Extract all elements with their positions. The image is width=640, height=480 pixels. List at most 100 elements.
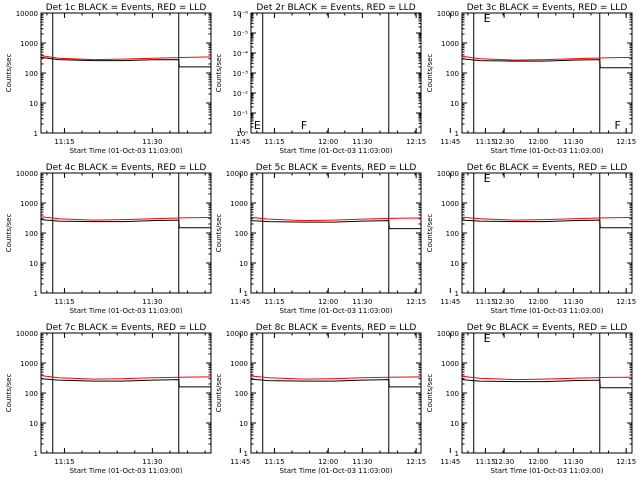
y-tick-label: 10⁻⁶	[233, 10, 249, 18]
chart-panel-3: Det 3c BLACK = Events, RED = LLD 1 10 100 10…	[426, 3, 633, 155]
x-tick-label: 12:30	[494, 458, 514, 466]
flag-letter: E	[484, 332, 491, 345]
x-tick-label: 11:30	[563, 138, 583, 146]
series-group	[41, 216, 211, 229]
y-tick-label: 1000	[441, 40, 459, 48]
chart-panel-8: Det 8c BLACK = Events, RED = LLD 1 10 100 10…	[215, 323, 636, 475]
chart-panel-5: Det 5c BLACK = Events, RED = LLD 1 10 100 10…	[215, 163, 636, 315]
x-tick-label: 11:45	[230, 298, 250, 306]
y-tick-label: 100	[25, 230, 38, 238]
series-group	[462, 216, 632, 229]
y-axis-label: Counts/sec	[426, 54, 434, 93]
x-tick-label: 11:15	[475, 458, 495, 466]
x-axis-label: Start Time (01-Oct-03 11:03:00)	[70, 307, 183, 315]
x-tick-label: 11:30	[142, 298, 162, 306]
y-tick-label: 10000	[16, 170, 38, 178]
x-tick-label: 11:30	[142, 138, 162, 146]
marker-lines	[52, 333, 180, 453]
series-group	[251, 216, 421, 230]
x-tick-label: 12:00	[318, 138, 338, 146]
lld-series-line	[41, 216, 211, 221]
x-tick-label: 11:45	[230, 138, 250, 146]
events-series-line	[41, 56, 211, 68]
marker-lines	[262, 13, 390, 133]
x-axis-label: Start Time (01-Oct-03 11:03:00)	[280, 467, 393, 475]
flag-letter: E	[484, 172, 491, 185]
x-tick-label: 12:30	[494, 298, 514, 306]
y-tick-label: 1	[244, 450, 248, 458]
y-tick-label: 1000	[230, 200, 248, 208]
y-axis-label: Counts/sec	[215, 374, 223, 413]
y-axis-label: Counts/sec	[426, 214, 434, 253]
x-tick-label: 12:00	[318, 458, 338, 466]
x-axis-label: Start Time (01-Oct-03 11:03:00)	[70, 147, 183, 155]
y-axis-label: Counts/sec	[215, 214, 223, 253]
x-tick-label: 12:30	[494, 138, 514, 146]
y-axis-label: Counts/sec	[5, 214, 13, 253]
x-tick-label: 11:30	[563, 298, 583, 306]
y-tick-label: 1	[34, 290, 38, 298]
chart-panel-7: Det 7c BLACK = Events, RED = LLD 1 10 100 10…	[5, 323, 514, 475]
x-tick-label: 11:30	[352, 138, 372, 146]
marker-lines	[473, 173, 601, 293]
marker-lines	[473, 333, 601, 453]
x-tick-label: 11:45	[230, 458, 250, 466]
panel-title: Det 9c BLACK = Events, RED = LLD	[467, 323, 628, 333]
events-series-line	[251, 220, 421, 230]
y-tick-label: 1	[455, 130, 459, 138]
y-tick-label: 100	[25, 390, 38, 398]
y-tick-label: 1	[34, 450, 38, 458]
y-axis-label: Counts/sec	[426, 374, 434, 413]
y-tick-label: 10	[29, 260, 38, 268]
x-axis-label: Start Time (01-Oct-03 11:03:00)	[280, 147, 393, 155]
panel-title: Det 3c BLACK = Events, RED = LLD	[467, 3, 628, 13]
x-tick-label: 12:15	[406, 458, 426, 466]
flag-letter: F	[614, 119, 620, 132]
events-series-line	[462, 379, 632, 389]
y-tick-label: 1000	[441, 200, 459, 208]
x-tick-label: 11:15	[264, 298, 284, 306]
panel-title: Det 5c BLACK = Events, RED = LLD	[256, 163, 417, 173]
x-tick-label: 12:00	[528, 458, 548, 466]
y-axis-label: Counts/sec	[215, 54, 223, 93]
lld-series-line	[462, 55, 632, 61]
y-tick-label: 1000	[20, 40, 38, 48]
plot-frame	[40, 172, 212, 294]
flag-letter: F	[301, 119, 307, 132]
x-tick-label: 11:30	[352, 458, 372, 466]
plot-frame	[461, 332, 633, 454]
x-axis-label: Start Time (01-Oct-03 11:03:00)	[491, 307, 604, 315]
x-tick-label: 11:15	[264, 138, 284, 146]
x-tick-label: 11:15	[475, 138, 495, 146]
plot-frame	[40, 12, 212, 134]
x-tick-label: 11:45	[440, 458, 460, 466]
x-tick-label: 11:15	[264, 458, 284, 466]
y-tick-label: 1000	[20, 360, 38, 368]
x-axis-label: Start Time (01-Oct-03 11:03:00)	[491, 467, 604, 475]
x-tick-label: 12:00	[528, 138, 548, 146]
y-tick-label: 10	[29, 100, 38, 108]
marker-lines	[52, 173, 180, 293]
chart-panel-9: Det 9c BLACK = Events, RED = LLD 1 10 100 10…	[426, 323, 633, 475]
y-tick-label: 1000	[20, 200, 38, 208]
chart-panel-2: Det 2r BLACK = Events, RED = LLD 10⁰ 10⁻¹ 1…	[215, 3, 636, 155]
y-tick-label: 1	[244, 290, 248, 298]
lld-series-line	[462, 375, 632, 381]
y-tick-label: 10⁻²	[233, 90, 249, 98]
y-tick-label: 10000	[437, 330, 459, 338]
y-tick-label: 10	[450, 420, 459, 428]
x-tick-label: 11:15	[54, 298, 74, 306]
y-tick-label: 10	[239, 260, 248, 268]
plot-frame	[250, 12, 422, 134]
y-tick-label: 100	[446, 230, 459, 238]
lld-series-line	[41, 375, 211, 380]
y-tick-label: 10000	[16, 10, 38, 18]
panel-title: Det 2r BLACK = Events, RED = LLD	[256, 3, 415, 13]
events-series-line	[251, 378, 421, 388]
x-tick-label: 11:15	[54, 458, 74, 466]
y-tick-label: 10⁻¹	[233, 110, 249, 118]
y-tick-label: 10000	[226, 170, 248, 178]
marker-lines	[473, 13, 601, 133]
x-tick-label: 11:15	[475, 298, 495, 306]
x-axis-label: Start Time (01-Oct-03 11:03:00)	[280, 307, 393, 315]
